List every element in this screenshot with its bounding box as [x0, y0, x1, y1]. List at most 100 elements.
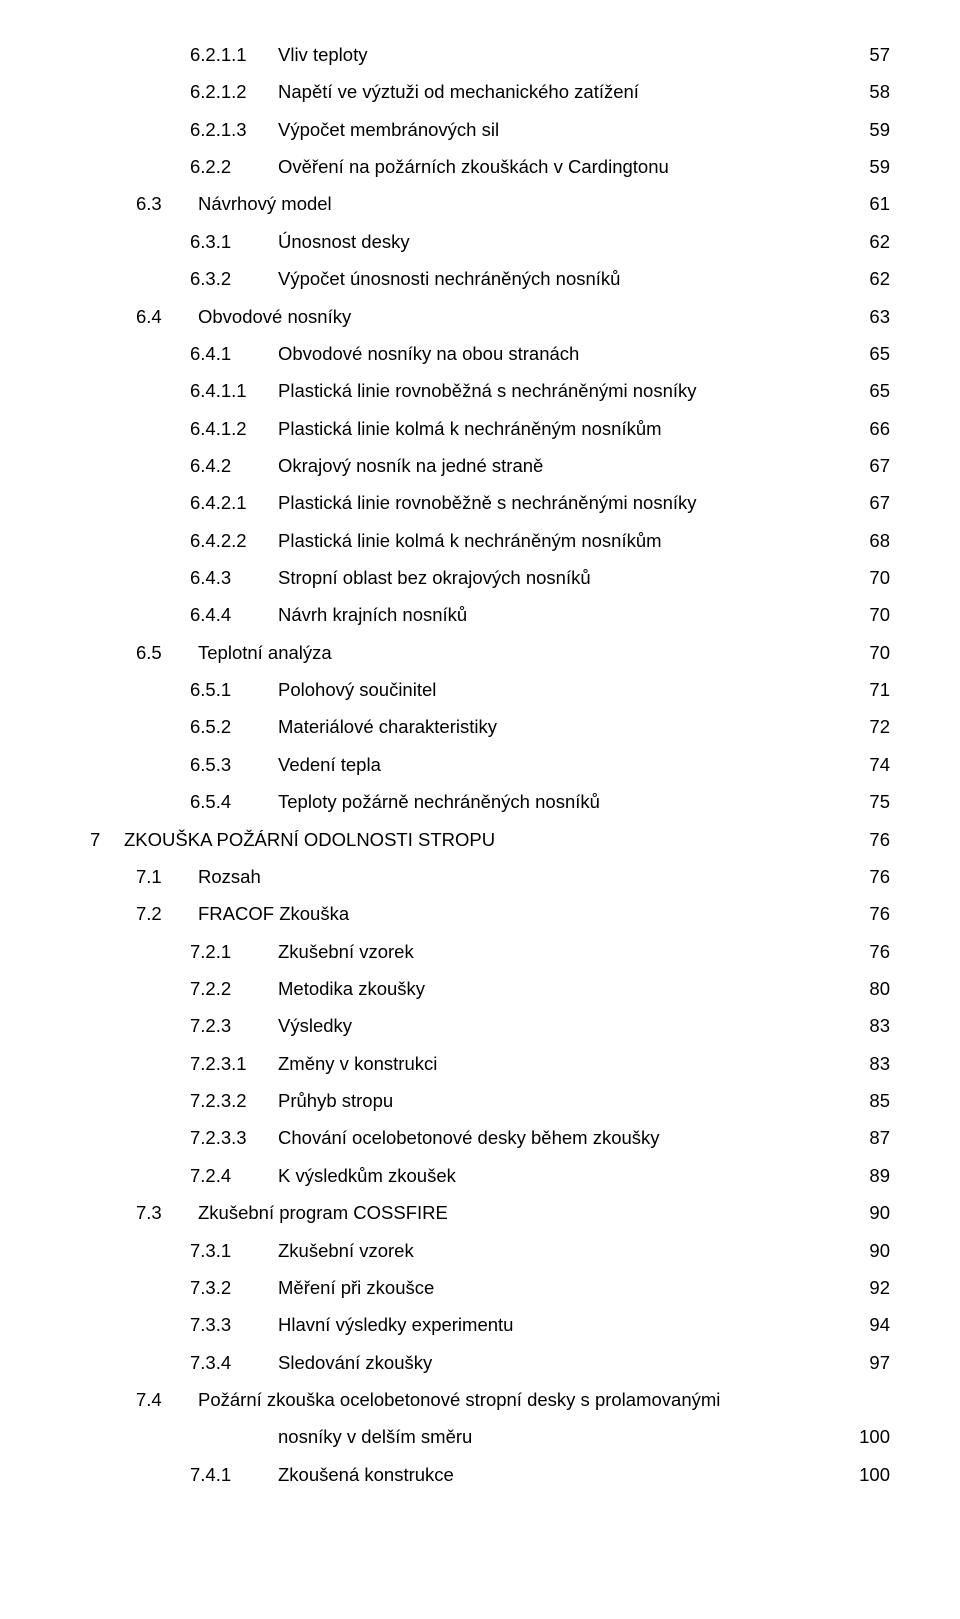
- toc-row: 7.3.4Sledování zkoušky97: [90, 1344, 890, 1381]
- toc-row: 6.2.1.2Napětí ve výztuži od mechanického…: [90, 73, 890, 110]
- toc-entry-number: 7.2.3: [190, 1007, 278, 1044]
- toc-container: 6.2.1.1Vliv teploty576.2.1.2Napětí ve vý…: [90, 36, 890, 1493]
- toc-entry-number: 7.4.1: [190, 1456, 278, 1493]
- toc-entry-title: Vedení tepla: [278, 746, 850, 783]
- toc-row: 6.4.1.1Plastická linie rovnoběžná s nech…: [90, 372, 890, 409]
- toc-entry-page: 74: [850, 746, 890, 783]
- toc-entry-number: 6.4.1.1: [190, 372, 278, 409]
- toc-entry-page: 58: [850, 73, 890, 110]
- toc-entry-page: 62: [850, 223, 890, 260]
- toc-entry-title: Výpočet membránových sil: [278, 111, 850, 148]
- toc-entry-title: Polohový součinitel: [278, 671, 850, 708]
- toc-entry-number: 6.4.2.2: [190, 522, 278, 559]
- toc-entry-page: 66: [850, 410, 890, 447]
- toc-entry-page: 90: [850, 1232, 890, 1269]
- toc-entry-page: 97: [850, 1344, 890, 1381]
- toc-entry-title: Rozsah: [198, 858, 850, 895]
- toc-entry-page: 67: [850, 447, 890, 484]
- toc-entry-title: K výsledkům zkoušek: [278, 1157, 850, 1194]
- toc-row: 7.2.3.1Změny v konstrukci83: [90, 1045, 890, 1082]
- toc-entry-page: 57: [850, 36, 890, 73]
- toc-entry-number: 7.2.2: [190, 970, 278, 1007]
- toc-entry-page: 100: [850, 1418, 890, 1455]
- toc-row: 6.3.1Únosnost desky62: [90, 223, 890, 260]
- toc-page: 6.2.1.1Vliv teploty576.2.1.2Napětí ve vý…: [0, 0, 960, 1619]
- toc-entry-number: 6.4.1: [190, 335, 278, 372]
- toc-entry-title: Vliv teploty: [278, 36, 850, 73]
- toc-entry-number: 6.3: [136, 185, 198, 222]
- toc-row: 6.5.3Vedení tepla74: [90, 746, 890, 783]
- toc-row: 6.4.4Návrh krajních nosníků70: [90, 596, 890, 633]
- toc-row: 6.4.2.1Plastická linie rovnoběžně s nech…: [90, 484, 890, 521]
- toc-row: 6.4.2.2Plastická linie kolmá k nechráněn…: [90, 522, 890, 559]
- toc-entry-page: 89: [850, 1157, 890, 1194]
- toc-entry-number: 7.1: [136, 858, 198, 895]
- toc-row: 7ZKOUŠKA POŽÁRNÍ ODOLNOSTI STROPU76: [90, 821, 890, 858]
- toc-entry-number: 6.5.2: [190, 708, 278, 745]
- toc-row: 6.4.1.2Plastická linie kolmá k nechráněn…: [90, 410, 890, 447]
- toc-entry-title: Požární zkouška ocelobetonové stropní de…: [198, 1381, 850, 1418]
- toc-entry-page: 70: [850, 559, 890, 596]
- toc-entry-title: Plastická linie rovnoběžně s nechráněným…: [278, 484, 850, 521]
- toc-entry-title: Obvodové nosníky na obou stranách: [278, 335, 850, 372]
- toc-entry-number: 6.4.2: [190, 447, 278, 484]
- toc-entry-title: Změny v konstrukci: [278, 1045, 850, 1082]
- toc-row: 6.3.2Výpočet únosnosti nechráněných nosn…: [90, 260, 890, 297]
- toc-entry-number: 6.3.1: [190, 223, 278, 260]
- toc-entry-number: 6.5: [136, 634, 198, 671]
- toc-row: 7.2FRACOF Zkouška76: [90, 895, 890, 932]
- toc-entry-page: 67: [850, 484, 890, 521]
- toc-entry-number: 7.2.1: [190, 933, 278, 970]
- toc-entry-number: 7.3.1: [190, 1232, 278, 1269]
- toc-entry-page: 68: [850, 522, 890, 559]
- toc-entry-number: 7.2.3.3: [190, 1119, 278, 1156]
- toc-entry-title: Teplotní analýza: [198, 634, 850, 671]
- toc-entry-title: Plastická linie kolmá k nechráněným nosn…: [278, 410, 850, 447]
- toc-entry-page: 76: [850, 895, 890, 932]
- toc-row: 7.1Rozsah76: [90, 858, 890, 895]
- toc-entry-title: Zkušební vzorek: [278, 933, 850, 970]
- toc-row: 7.2.4K výsledkům zkoušek89: [90, 1157, 890, 1194]
- toc-entry-number: 6.3.2: [190, 260, 278, 297]
- toc-entry-title: Návrh krajních nosníků: [278, 596, 850, 633]
- toc-entry-title: Ověření na požárních zkouškách v Carding…: [278, 148, 850, 185]
- toc-entry-number: 6.4.2.1: [190, 484, 278, 521]
- toc-entry-title: Teploty požárně nechráněných nosníků: [278, 783, 850, 820]
- toc-entry-page: 85: [850, 1082, 890, 1119]
- toc-entry-page: 94: [850, 1306, 890, 1343]
- toc-entry-title: Metodika zkoušky: [278, 970, 850, 1007]
- toc-row: 7.3.3Hlavní výsledky experimentu94: [90, 1306, 890, 1343]
- toc-entry-page: 59: [850, 111, 890, 148]
- toc-entry-page: 83: [850, 1007, 890, 1044]
- toc-entry-title: Hlavní výsledky experimentu: [278, 1306, 850, 1343]
- toc-entry-title: FRACOF Zkouška: [198, 895, 850, 932]
- toc-row: 7.2.3Výsledky83: [90, 1007, 890, 1044]
- toc-entry-page: 61: [850, 185, 890, 222]
- toc-entry-number: 6.2.1.2: [190, 73, 278, 110]
- toc-entry-page: 76: [850, 821, 890, 858]
- toc-entry-title: Zkušební program COSSFIRE: [198, 1194, 850, 1231]
- toc-entry-number: 6.4: [136, 298, 198, 335]
- toc-entry-page: 70: [850, 596, 890, 633]
- toc-entry-page: 87: [850, 1119, 890, 1156]
- toc-entry-title: Výpočet únosnosti nechráněných nosníků: [278, 260, 850, 297]
- toc-entry-page: 63: [850, 298, 890, 335]
- toc-entry-number: 6.4.4: [190, 596, 278, 633]
- toc-row: 6.5.1Polohový součinitel71: [90, 671, 890, 708]
- toc-entry-number: 6.2.1.3: [190, 111, 278, 148]
- toc-row: 6.3Návrhový model61: [90, 185, 890, 222]
- toc-row: nosníky v delším směru100: [90, 1418, 890, 1455]
- toc-row: 6.5.4Teploty požárně nechráněných nosník…: [90, 783, 890, 820]
- toc-entry-page: 75: [850, 783, 890, 820]
- toc-entry-page: 71: [850, 671, 890, 708]
- toc-entry-number: 6.5.4: [190, 783, 278, 820]
- toc-entry-page: 80: [850, 970, 890, 1007]
- toc-entry-title: Stropní oblast bez okrajových nosníků: [278, 559, 850, 596]
- toc-row: 7.2.1Zkušební vzorek76: [90, 933, 890, 970]
- toc-entry-page: 70: [850, 634, 890, 671]
- toc-entry-number: 7.3.2: [190, 1269, 278, 1306]
- toc-entry-page: 76: [850, 858, 890, 895]
- toc-entry-page: 100: [850, 1456, 890, 1493]
- toc-entry-page: 65: [850, 335, 890, 372]
- toc-entry-number: 6.5.1: [190, 671, 278, 708]
